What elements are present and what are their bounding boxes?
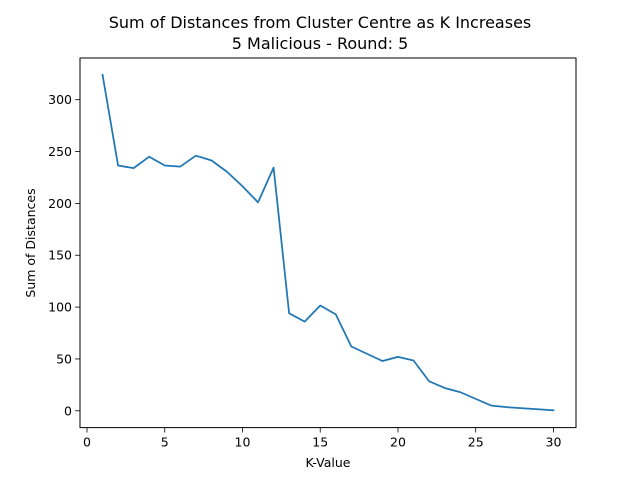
x-tick-label: 20 — [390, 435, 406, 450]
axes-frame — [79, 57, 577, 429]
x-axis-label: K-Value — [306, 455, 351, 470]
x-tick-label: 30 — [546, 435, 562, 450]
plot-area — [101, 73, 555, 412]
x-tick-label: 10 — [235, 435, 251, 450]
series-line — [101, 73, 555, 412]
y-axis-label: Sum of Distances — [23, 188, 38, 297]
y-tick-label: 300 — [48, 92, 72, 107]
y-tick-label: 150 — [48, 248, 72, 263]
y-tick-label: 50 — [56, 351, 72, 366]
x-tick-label: 5 — [161, 435, 169, 450]
x-tick-label: 25 — [468, 435, 484, 450]
x-tick-label: 15 — [312, 435, 328, 450]
x-tick-label: 0 — [83, 435, 91, 450]
y-tick-label: 0 — [64, 403, 72, 418]
chart-subtitle: 5 Malicious - Round: 5 — [232, 34, 409, 53]
y-tick-label: 200 — [48, 196, 72, 211]
y-tick-label: 250 — [48, 144, 72, 159]
x-axis-ticks: 0 5 10 15 20 25 30 — [83, 427, 562, 450]
y-axis-ticks: 0 50 100 150 200 250 300 — [48, 92, 80, 418]
y-tick-label: 100 — [48, 300, 72, 315]
chart-title: Sum of Distances from Cluster Centre as … — [109, 13, 532, 32]
